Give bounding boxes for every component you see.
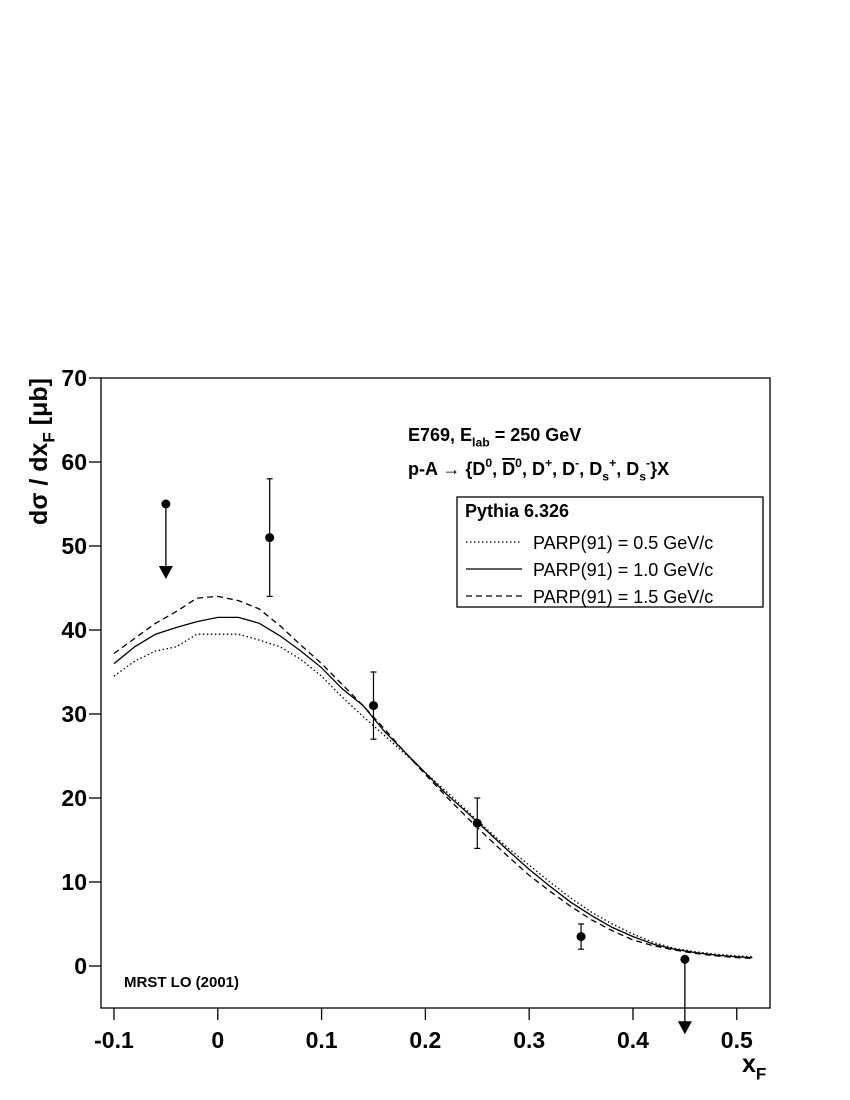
y-tick-label: 30 <box>61 701 87 727</box>
text-part: - <box>646 456 650 470</box>
data-point <box>368 701 378 711</box>
x-tick-label: 0.3 <box>513 1027 545 1053</box>
annotation: MRST LO (2001) <box>124 974 239 991</box>
y-tick-label: 20 <box>61 785 87 811</box>
x-tick-label: 0.5 <box>721 1027 753 1053</box>
annotation: p-A → {D0, D0, D+, D-, Ds+, Ds-}X <box>408 456 669 484</box>
curve <box>113 616 753 959</box>
text-part: , D <box>552 459 575 479</box>
text-part: D <box>502 459 515 479</box>
legend-label: PARP(91) = 1.5 GeV/c <box>533 587 713 607</box>
legend-label: PARP(91) = 0.5 GeV/c <box>533 533 713 553</box>
text-part: 0 <box>515 456 522 470</box>
legend-box <box>456 496 764 608</box>
x-tick-label: 0.1 <box>306 1027 338 1053</box>
text-part: F <box>40 432 59 442</box>
text-part: - <box>575 456 579 470</box>
x-tick-label: 0.2 <box>409 1027 441 1053</box>
text-part: p-A → {D <box>408 459 485 479</box>
curve <box>113 595 753 960</box>
text-part: }X <box>650 459 669 479</box>
data-point <box>161 499 171 509</box>
text-part: F <box>756 1065 766 1084</box>
y-tick-label: 70 <box>61 365 87 391</box>
data-point <box>472 818 482 828</box>
data-point <box>576 932 586 942</box>
data-point <box>680 954 690 964</box>
x-tick-label: -0.1 <box>94 1027 134 1053</box>
x-tick-label: 0.4 <box>617 1027 649 1053</box>
text-part: MRST LO (2001) <box>124 974 239 991</box>
x-axis-label: xF <box>742 1050 766 1084</box>
data-point <box>265 533 275 543</box>
y-tick-label: 40 <box>61 617 87 643</box>
plot-frame <box>100 377 771 1009</box>
text-part: x <box>742 1050 756 1078</box>
text-part: , D <box>522 459 545 479</box>
text-part: , D <box>616 459 639 479</box>
text-part: = 250 GeV <box>490 425 582 445</box>
y-tick-label: 0 <box>74 953 87 979</box>
y-tick-label: 60 <box>61 449 87 475</box>
text-part: , <box>492 459 502 479</box>
text-part: 0 <box>485 456 492 470</box>
y-axis-label: dσ / dxF [μb] <box>25 378 59 525</box>
legend-title: Pythia 6.326 <box>465 501 569 521</box>
text-part: lab <box>472 435 490 449</box>
text-part: dσ / dx <box>25 442 53 524</box>
text-part: , D <box>579 459 602 479</box>
y-tick-label: 50 <box>61 533 87 559</box>
y-tick-label: 10 <box>61 869 87 895</box>
x-tick-label: 0 <box>211 1027 224 1053</box>
upper-limit-head <box>677 1021 692 1035</box>
text-part: s <box>639 469 646 483</box>
annotation: E769, Elab = 250 GeV <box>408 425 581 449</box>
text-part: s <box>602 469 609 483</box>
legend-label: PARP(91) = 1.0 GeV/c <box>533 560 713 580</box>
text-part: + <box>545 456 552 470</box>
text-part: [μb] <box>25 378 53 432</box>
text-part: E769, E <box>408 425 472 445</box>
text-part: + <box>609 456 616 470</box>
upper-limit-head <box>158 566 173 579</box>
